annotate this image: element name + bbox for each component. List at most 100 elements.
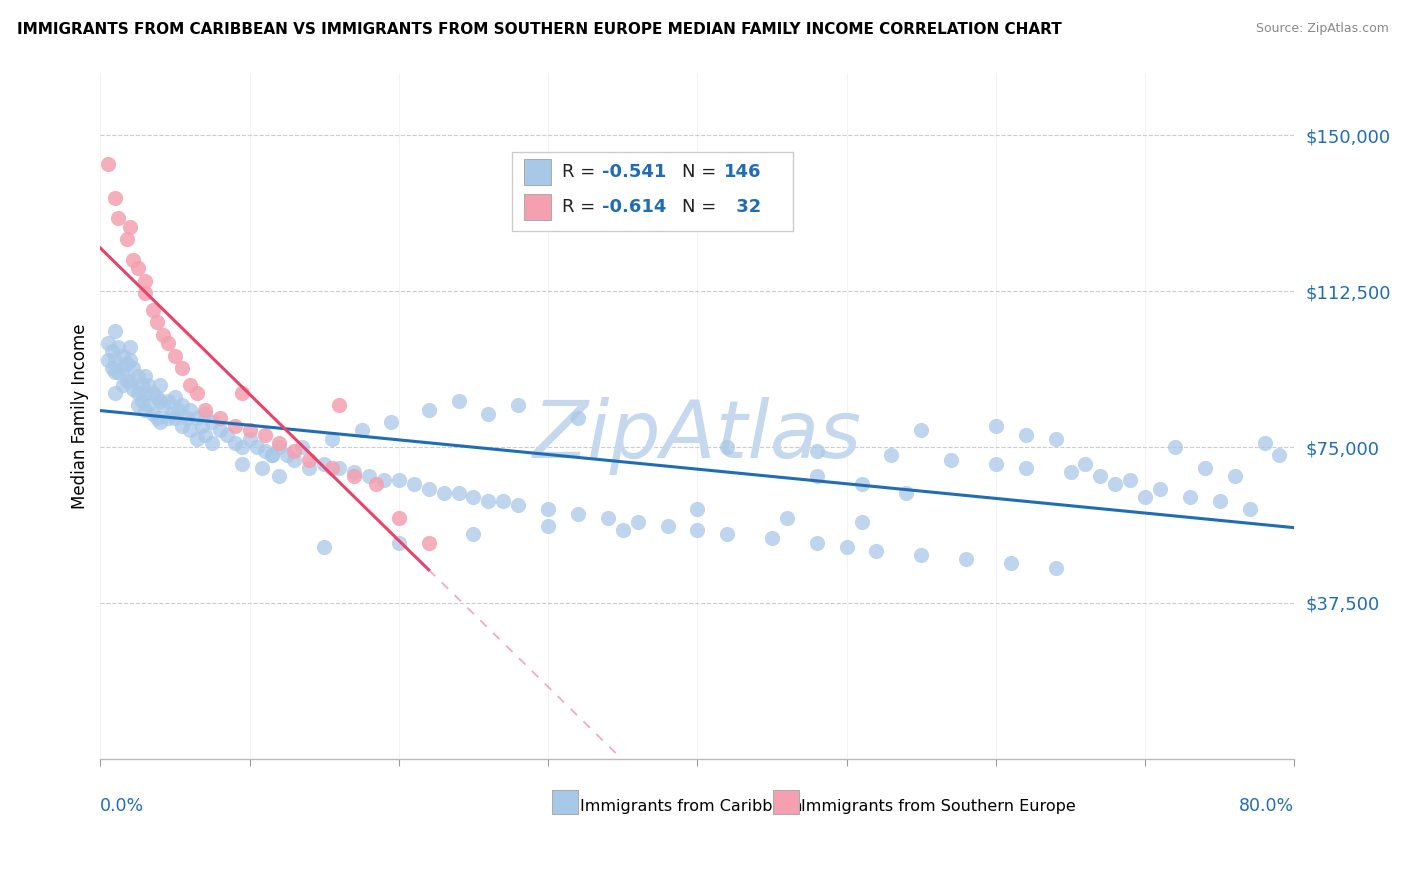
Point	[156, 394, 179, 409]
Text: N =: N =	[682, 163, 721, 181]
Point	[357, 469, 380, 483]
Point	[596, 510, 619, 524]
Point	[136, 399, 159, 413]
Point	[172, 399, 194, 413]
Point	[321, 460, 343, 475]
Point	[686, 523, 709, 537]
Point	[388, 473, 411, 487]
Point	[567, 507, 589, 521]
Point	[149, 415, 172, 429]
Point	[127, 261, 149, 276]
Y-axis label: Median Family Income: Median Family Income	[72, 323, 89, 508]
Point	[806, 535, 828, 549]
Point	[231, 386, 253, 401]
Point	[134, 286, 156, 301]
Point	[343, 465, 366, 479]
Bar	[524, 160, 551, 186]
Text: Source: ZipAtlas.com: Source: ZipAtlas.com	[1256, 22, 1389, 36]
Point	[321, 432, 343, 446]
Point	[246, 440, 269, 454]
Point	[201, 436, 224, 450]
Point	[127, 399, 149, 413]
Point	[388, 510, 411, 524]
Point	[107, 340, 129, 354]
Point	[152, 327, 174, 342]
Point	[122, 361, 145, 376]
Point	[686, 502, 709, 516]
Point	[163, 411, 186, 425]
Point	[447, 394, 470, 409]
Point	[716, 527, 738, 541]
Point	[1223, 469, 1246, 483]
Point	[366, 477, 388, 491]
Point	[1000, 557, 1022, 571]
Point	[1239, 502, 1261, 516]
Point	[107, 211, 129, 226]
Point	[657, 519, 679, 533]
Point	[350, 424, 373, 438]
Point	[115, 374, 138, 388]
Point	[463, 527, 485, 541]
Point	[120, 374, 142, 388]
Text: R =: R =	[562, 163, 602, 181]
Text: 32: 32	[730, 198, 761, 216]
Point	[463, 490, 485, 504]
Point	[1045, 560, 1067, 574]
Point	[269, 469, 291, 483]
Point	[627, 515, 650, 529]
Point	[134, 402, 156, 417]
Point	[104, 352, 127, 367]
Point	[224, 419, 246, 434]
Point	[418, 402, 440, 417]
Point	[388, 535, 411, 549]
Point	[283, 452, 305, 467]
Point	[120, 340, 142, 354]
Point	[115, 232, 138, 246]
Point	[122, 252, 145, 267]
Point	[298, 460, 321, 475]
Point	[104, 324, 127, 338]
Point	[328, 460, 350, 475]
Point	[418, 535, 440, 549]
Point	[111, 377, 134, 392]
Point	[761, 532, 783, 546]
Point	[1253, 436, 1275, 450]
Point	[250, 460, 273, 475]
Point	[107, 365, 129, 379]
Point	[716, 440, 738, 454]
Point	[477, 407, 499, 421]
Point	[851, 477, 873, 491]
Point	[97, 336, 120, 351]
Point	[1268, 449, 1291, 463]
Point	[776, 510, 799, 524]
Point	[380, 415, 402, 429]
Point	[97, 157, 120, 171]
Point	[447, 485, 470, 500]
Point	[186, 432, 208, 446]
Text: 80.0%: 80.0%	[1239, 797, 1295, 814]
Point	[1090, 469, 1112, 483]
Point	[111, 349, 134, 363]
Point	[910, 424, 932, 438]
Point	[217, 427, 239, 442]
Point	[111, 361, 134, 376]
Point	[146, 315, 169, 329]
Point	[984, 457, 1007, 471]
FancyBboxPatch shape	[512, 152, 793, 231]
Point	[179, 424, 201, 438]
Point	[291, 440, 314, 454]
Bar	[524, 194, 551, 219]
Text: Immigrants from Caribbean: Immigrants from Caribbean	[581, 798, 803, 814]
Point	[163, 349, 186, 363]
Point	[433, 485, 456, 500]
Point	[104, 365, 127, 379]
Point	[172, 361, 194, 376]
Point	[142, 302, 165, 317]
Point	[194, 402, 217, 417]
Point	[492, 494, 515, 508]
Point	[194, 407, 217, 421]
Point	[1133, 490, 1156, 504]
Point	[97, 352, 120, 367]
Point	[328, 399, 350, 413]
Point	[160, 407, 183, 421]
